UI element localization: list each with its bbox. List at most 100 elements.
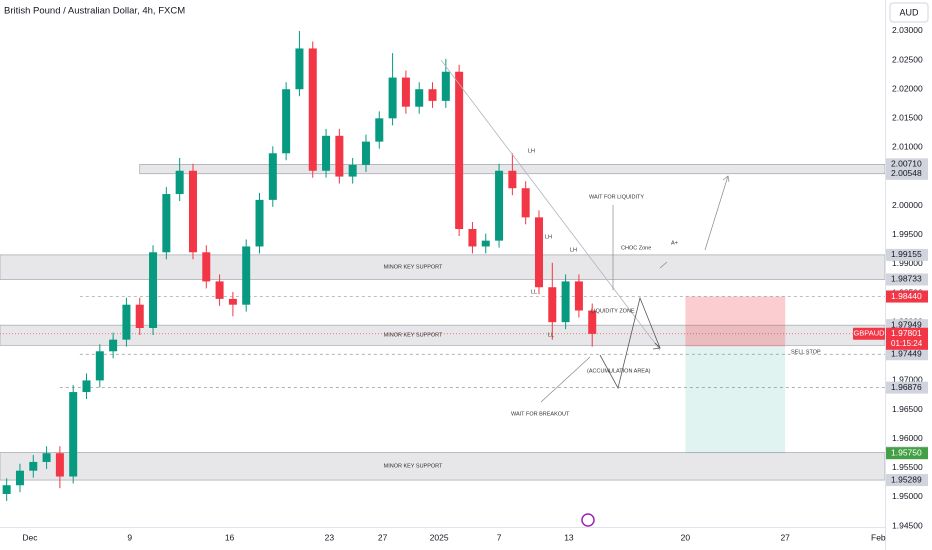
candle-body	[348, 164, 357, 177]
zone-label: MINOR KEY SUPPORT	[384, 464, 443, 470]
candle-body	[481, 240, 490, 247]
zone-label: MINOR KEY SUPPORT	[384, 265, 443, 271]
candle-body	[255, 199, 264, 247]
candle-body	[521, 188, 530, 218]
y-tick-label: 1.96000	[892, 433, 923, 443]
candle-body	[55, 453, 64, 477]
candle-body	[561, 281, 570, 323]
level-box	[886, 474, 928, 487]
x-tick-label: 23	[325, 532, 335, 542]
y-tick-label: 2.02000	[892, 83, 923, 93]
candle-body	[202, 252, 211, 282]
annotation: LH	[528, 148, 535, 154]
candle-body	[95, 351, 104, 381]
candle-body	[82, 380, 91, 393]
candle-body	[175, 170, 184, 195]
candle-body	[495, 170, 504, 241]
annotation: A+	[671, 240, 678, 246]
breakout-arrow	[540, 356, 591, 403]
candle-body	[441, 71, 450, 101]
candle-body	[508, 170, 517, 189]
up-arrow	[704, 175, 729, 251]
y-tick-label: 2.01500	[892, 113, 923, 123]
candle-body	[242, 246, 251, 305]
level-box	[886, 158, 928, 171]
candle-body	[228, 298, 237, 305]
x-tick-label: 13	[564, 532, 574, 542]
candle-body	[534, 217, 543, 288]
candle-body	[268, 153, 277, 200]
choc-arrow	[659, 261, 668, 269]
annotation: SELL STOP	[791, 349, 821, 355]
candle-body	[375, 118, 384, 142]
annotation: WAIT FOR LIQUIDITY	[589, 194, 644, 200]
level-label: 1.99155	[891, 249, 922, 259]
candle-body	[15, 470, 24, 486]
candle-body	[361, 141, 370, 165]
candle-body	[295, 48, 304, 90]
chart-title: British Pound / Australian Dollar, 4h, F…	[4, 6, 185, 17]
level-label: 2.00548	[891, 168, 922, 178]
candle-body	[188, 170, 197, 253]
candle-body	[548, 287, 557, 323]
logo	[581, 513, 595, 527]
last-price-label: 1.97801	[891, 328, 922, 338]
candle-body	[308, 48, 317, 171]
countdown-label: 01:15:24	[891, 339, 923, 348]
y-tick-label: 1.95000	[892, 491, 923, 501]
candle-body	[29, 461, 38, 471]
stop-zone	[685, 296, 786, 347]
x-tick-label: 9	[127, 532, 132, 542]
currency-button[interactable]	[889, 2, 929, 23]
candle-body	[135, 304, 144, 328]
level-box	[886, 167, 928, 180]
candle-body	[415, 89, 424, 107]
target-zone	[685, 346, 786, 454]
candle-body	[122, 304, 131, 340]
candle-body	[215, 281, 224, 299]
currency-label[interactable]: AUD	[899, 7, 919, 17]
level-label: 1.97949	[891, 319, 922, 329]
y-tick-label: 2.00000	[892, 200, 923, 210]
annotation: LL	[548, 332, 554, 338]
level-box	[886, 348, 928, 361]
arrow-head	[722, 175, 730, 183]
x-tick-label: Feb	[871, 532, 886, 542]
y-tick-label: 1.95500	[892, 462, 923, 472]
annotation: LH	[545, 234, 552, 240]
level-label: 1.98733	[891, 274, 922, 284]
candle-body	[69, 392, 78, 477]
annotation: LL	[531, 289, 537, 295]
candle-body	[2, 485, 11, 494]
level-box	[886, 248, 928, 261]
candle-body	[588, 310, 597, 334]
level-box	[886, 290, 928, 303]
annotation: (ACCUMULATION AREA)	[587, 368, 651, 374]
candle-body	[468, 228, 477, 247]
level-label: 1.96876	[891, 382, 922, 392]
x-tick-label: 20	[681, 532, 691, 542]
annotation: WAIT FOR BREAKOUT	[511, 411, 570, 417]
x-tick-label: 27	[780, 532, 790, 542]
candle-body	[149, 252, 158, 328]
zone-label: MINOR KEY SUPPORT	[384, 333, 443, 339]
candle-body	[282, 89, 291, 154]
candle-body	[109, 339, 118, 352]
candle-body	[574, 281, 583, 311]
y-tick-label: 2.01000	[892, 142, 923, 152]
candle-body	[428, 89, 437, 101]
symbol-label: GBPAUD	[853, 329, 885, 338]
arrow-head	[652, 342, 661, 350]
annotation: CHOC Zone	[621, 245, 651, 251]
level-label: 1.97449	[891, 349, 922, 359]
y-tick-label: 2.02500	[892, 54, 923, 64]
x-tick-label: Dec	[22, 532, 38, 542]
path-arrow	[599, 296, 661, 390]
candle-body	[401, 77, 410, 107]
candle-body	[162, 194, 171, 253]
y-tick-label: 1.97000	[892, 375, 923, 385]
candle-body	[455, 71, 464, 229]
y-tick-label: 1.99500	[892, 229, 923, 239]
candle-body	[42, 453, 51, 462]
